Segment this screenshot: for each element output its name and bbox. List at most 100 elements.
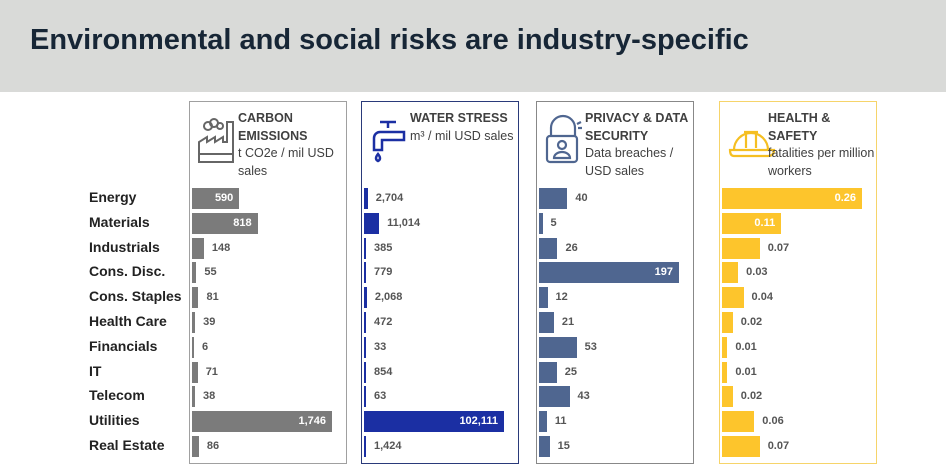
data-label: 0.07 [767, 440, 790, 452]
bar [722, 336, 728, 358]
data-label: 0.04 [751, 291, 773, 304]
bar [722, 386, 733, 408]
bar [539, 436, 550, 457]
lock-user-icon [543, 114, 583, 164]
bar [539, 361, 557, 383]
bar [722, 361, 728, 383]
series-name: CARBON EMISSIONS [238, 111, 308, 143]
bar [539, 386, 570, 408]
panel-hard-hat: HEALTH & SAFETY fatalities per million wo… [719, 101, 877, 464]
bar [539, 312, 554, 333]
data-label: 11,014 [387, 216, 421, 229]
data-label: 71 [205, 365, 218, 378]
data-label: 197 [654, 266, 673, 279]
bar [192, 262, 197, 284]
category-label: Real Estate [89, 437, 165, 453]
series-unit: Data breaches / USD sales [585, 146, 674, 178]
bar [192, 361, 198, 383]
category-label: Energy [89, 189, 137, 205]
panel-title: CARBON EMISSIONS t CO2e / mil USD sales [238, 110, 346, 180]
bar [192, 237, 204, 259]
data-label: 81 [206, 291, 219, 304]
bar [192, 336, 194, 358]
data-label: 5 [550, 216, 557, 229]
bar [539, 411, 547, 433]
bar [722, 237, 760, 259]
data-label: 0.02 [740, 316, 763, 328]
category-label: Telecom [89, 387, 145, 404]
data-label: 38 [203, 390, 216, 403]
bar [364, 361, 366, 383]
panel-factory: CARBON EMISSIONS t CO2e / mil USD sales [189, 101, 347, 464]
data-label: 53 [584, 340, 597, 353]
data-label: 818 [233, 216, 252, 229]
data-label: 590 [214, 192, 234, 204]
category-label: Utilities [89, 412, 140, 429]
hard-hat-icon [726, 114, 776, 164]
bar [192, 287, 199, 309]
faucet-icon [368, 114, 408, 164]
series-name: HEALTH & SAFETY [768, 111, 831, 143]
bar [192, 411, 332, 433]
data-label: 0.07 [767, 241, 790, 254]
bar [192, 386, 196, 408]
data-label: 6 [202, 340, 209, 353]
bar [539, 212, 543, 234]
data-label: 33 [374, 340, 387, 353]
data-label: 0.01 [735, 340, 757, 353]
bar [539, 287, 548, 309]
data-label: 11 [554, 415, 567, 428]
data-label: 15 [557, 440, 570, 452]
series-unit: m³ / mil USD sales [410, 128, 514, 143]
panel-lock-user: PRIVACY & DATA SECURITY Data breaches / U… [536, 101, 694, 464]
data-label: 12 [555, 291, 568, 304]
header-band [0, 0, 946, 92]
data-label: 1,424 [374, 440, 402, 452]
series-name: WATER STRESS [410, 111, 508, 125]
category-label: Industrials [89, 238, 160, 255]
data-label: 0.26 [834, 192, 856, 204]
data-label: 55 [204, 266, 217, 279]
panel-title: HEALTH & SAFETY fatalities per million wo… [768, 110, 876, 180]
data-label: 26 [565, 241, 578, 254]
bar [722, 212, 782, 234]
data-label: 0.11 [754, 216, 776, 229]
data-label: 0.02 [740, 390, 763, 403]
data-label: 63 [374, 390, 387, 403]
data-label: 86 [206, 440, 220, 452]
data-label: 0.03 [746, 266, 768, 279]
bar [364, 336, 366, 358]
bar [364, 188, 368, 209]
data-label: 779 [374, 266, 393, 279]
bar [722, 411, 755, 433]
panel-title: WATER STRESS m³ / mil USD sales [410, 110, 513, 145]
data-label: 854 [374, 365, 393, 378]
bar [722, 262, 739, 284]
category-label: Cons. Disc. [89, 263, 166, 280]
data-label: 40 [575, 192, 588, 204]
category-label: Cons. Staples [89, 288, 182, 305]
bar [539, 262, 679, 284]
bar [364, 312, 366, 333]
series-name: PRIVACY & DATA SECURITY [585, 111, 688, 143]
bar [364, 212, 380, 234]
series-unit: t CO2e / mil USD sales [238, 146, 334, 178]
data-label: 0.06 [762, 415, 784, 428]
bar [539, 188, 568, 209]
category-label: Health Care [89, 313, 167, 329]
data-label: 0.01 [735, 365, 757, 378]
data-label: 385 [374, 241, 393, 254]
bar [364, 386, 366, 408]
category-label: Materials [89, 213, 150, 230]
page-title: Environmental and social risks are indus… [30, 24, 749, 56]
series-unit: fatalities per million workers [768, 146, 875, 178]
bar [364, 436, 366, 457]
data-label: 43 [577, 390, 590, 403]
bar [722, 312, 733, 333]
bar [722, 188, 862, 209]
data-label: 39 [203, 316, 216, 328]
bar [364, 237, 366, 259]
bar [192, 312, 196, 333]
bar [192, 188, 240, 209]
bar [364, 411, 504, 433]
